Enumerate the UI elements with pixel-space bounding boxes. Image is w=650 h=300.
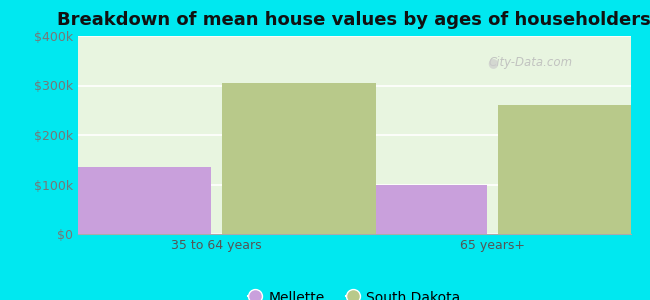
Bar xyxy=(222,83,376,234)
Title: Breakdown of mean house values by ages of householders: Breakdown of mean house values by ages o… xyxy=(57,11,650,29)
Text: ●: ● xyxy=(487,56,498,69)
Bar xyxy=(498,105,650,234)
Bar xyxy=(332,184,487,234)
Text: City-Data.com: City-Data.com xyxy=(489,56,573,69)
Legend: Mellette, South Dakota: Mellette, South Dakota xyxy=(242,285,466,300)
Bar xyxy=(56,167,211,234)
